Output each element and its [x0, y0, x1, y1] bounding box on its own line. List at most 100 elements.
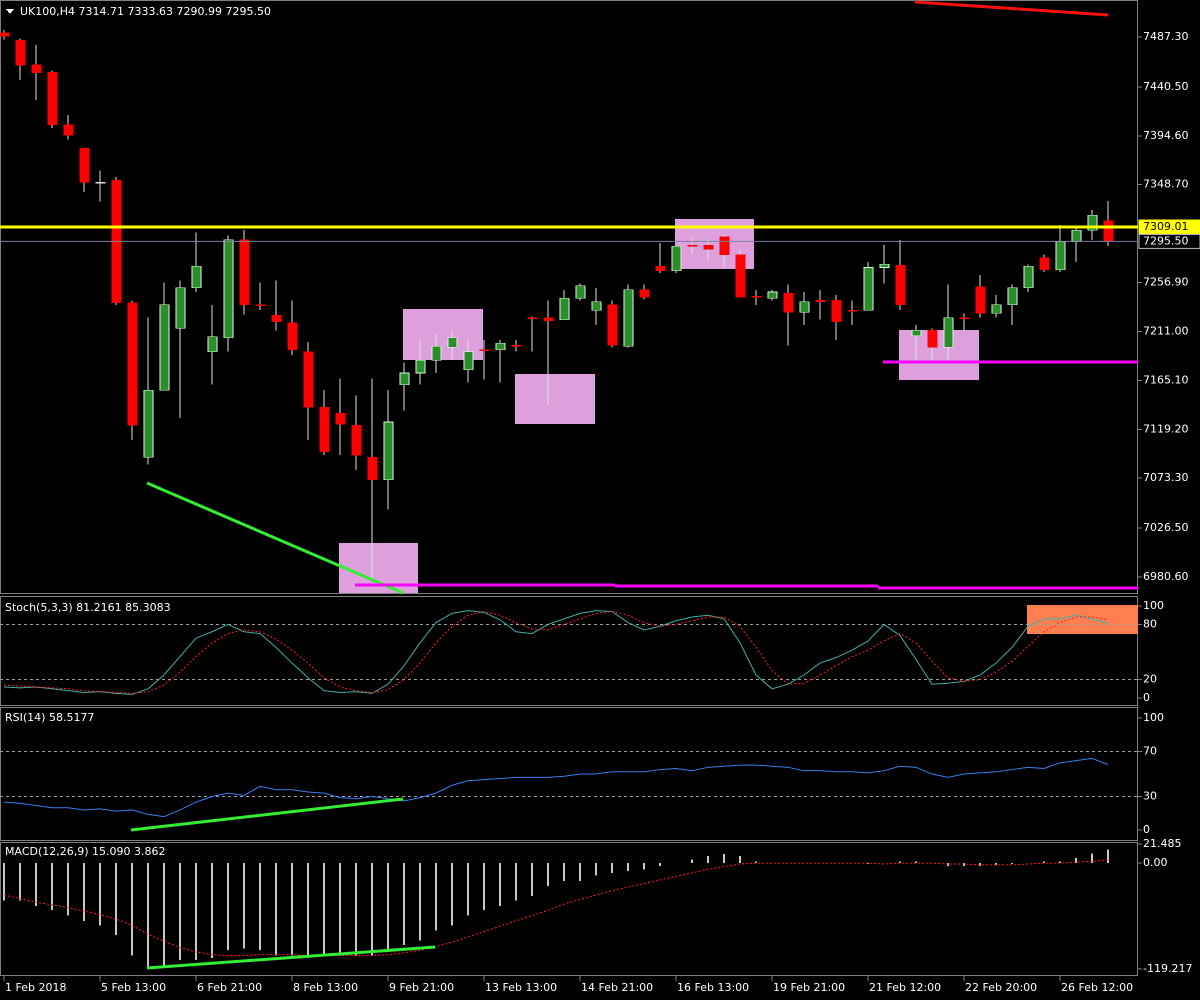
- candle-body: [31, 64, 42, 73]
- zone-box: [899, 330, 979, 380]
- x-tick-label: 8 Feb 13:00: [293, 981, 358, 994]
- y-tick-label: 0.00: [1143, 856, 1168, 869]
- y-tick-label: 7073.30: [1143, 471, 1189, 484]
- candle-body: [783, 292, 794, 313]
- candle-body: [463, 351, 474, 371]
- x-tick-label: 14 Feb 21:00: [581, 981, 653, 994]
- y-tick-label: 20: [1143, 673, 1157, 686]
- candle-body: [447, 337, 458, 348]
- candle-body: [543, 317, 554, 322]
- y-tick-label: 7026.50: [1143, 521, 1189, 534]
- y-tick-label: 30: [1143, 789, 1157, 802]
- x-tick-label: 21 Feb 12:00: [869, 981, 941, 994]
- y-tick-label: 7211.00: [1143, 324, 1189, 337]
- candle-body: [1007, 287, 1018, 306]
- candle-body: [879, 264, 890, 268]
- candle-body: [175, 287, 186, 329]
- y-tick-label: 7440.50: [1143, 80, 1189, 93]
- zone-box: [515, 374, 595, 424]
- candle-body: [319, 406, 330, 453]
- candle-body: [703, 244, 714, 250]
- candle-body: [0, 32, 10, 37]
- candle-body: [815, 300, 826, 302]
- candle-body: [687, 244, 698, 247]
- zone-box: [339, 543, 418, 593]
- candle-body: [255, 304, 266, 307]
- indicator-title: RSI(14) 58.5177: [5, 711, 94, 724]
- candle-body: [1055, 241, 1066, 270]
- y-tick-label: 7165.10: [1143, 373, 1189, 386]
- candle-body: [335, 413, 346, 425]
- candle-body: [959, 317, 970, 319]
- panel-frame: [0, 707, 1138, 841]
- candle-body: [271, 315, 282, 323]
- candle-body: [943, 317, 954, 348]
- candle-body: [159, 304, 170, 391]
- candle-body: [751, 295, 762, 298]
- candle-body: [831, 300, 842, 323]
- candle-body: [479, 349, 490, 351]
- candle-body: [207, 336, 218, 353]
- candle-body: [639, 289, 650, 298]
- indicator-line: [3, 611, 1109, 694]
- menu-arrow[interactable]: [6, 9, 14, 14]
- candle-body: [927, 330, 938, 348]
- candle-body: [863, 267, 874, 311]
- y-tick-label: -119.217: [1143, 962, 1192, 975]
- x-tick-label: 26 Feb 12:00: [1061, 981, 1133, 994]
- candle-body: [15, 40, 26, 66]
- x-tick-label: 5 Feb 13:00: [101, 981, 166, 994]
- x-tick-label: 16 Feb 13:00: [677, 981, 749, 994]
- candle-body: [1071, 229, 1082, 243]
- candle-body: [63, 124, 74, 136]
- x-tick-label: 9 Feb 21:00: [389, 981, 454, 994]
- candle-body: [799, 301, 810, 313]
- y-tick-label: 0: [1143, 823, 1150, 836]
- candle-body: [287, 322, 298, 350]
- candle-body: [143, 389, 154, 458]
- candle-body: [591, 301, 602, 311]
- candle-body: [655, 266, 666, 272]
- y-tick-label: 7394.60: [1143, 129, 1189, 142]
- candle-body: [223, 239, 234, 339]
- y-tick-label: 80: [1143, 617, 1157, 630]
- candle-body: [719, 236, 730, 256]
- candle-body: [607, 304, 618, 346]
- candle-body: [767, 291, 778, 299]
- candle-body: [495, 342, 506, 350]
- panel-frame: [0, 842, 1138, 976]
- candle-body: [431, 346, 442, 361]
- candle-body: [1039, 257, 1050, 270]
- x-tick-label: 13 Feb 13:00: [485, 981, 557, 994]
- candle-body: [47, 72, 58, 125]
- indicator-line: [3, 610, 1109, 695]
- candle-body: [383, 421, 394, 480]
- candle-body: [975, 286, 986, 314]
- candle-body: [127, 302, 138, 426]
- candle-body: [671, 245, 682, 272]
- panel-frame: [0, 0, 1138, 594]
- candle-body: [527, 317, 538, 319]
- chart-title: UK100,H4 7314.71 7333.63 7290.99 7295.50: [20, 5, 271, 18]
- candle-body: [895, 265, 906, 306]
- y-tick-label: 0: [1143, 691, 1150, 704]
- y-tick-label: 100: [1143, 711, 1164, 724]
- y-tick-label: 7348.70: [1143, 178, 1189, 191]
- x-tick-label: 22 Feb 20:00: [965, 981, 1037, 994]
- candle-body: [191, 266, 202, 289]
- candle-body: [991, 304, 1002, 314]
- y-tick-label: 7119.20: [1143, 422, 1189, 435]
- candle-body: [911, 330, 922, 337]
- candle-body: [111, 179, 122, 303]
- candle-body: [79, 147, 90, 183]
- y-tick-label: 7487.30: [1143, 30, 1189, 43]
- indicator-title: MACD(12,26,9) 15.090 3.862: [5, 845, 166, 858]
- x-tick-label: 1 Feb 2018: [5, 981, 66, 994]
- x-tick-label: 6 Feb 21:00: [197, 981, 262, 994]
- x-tick-label: 19 Feb 21:00: [773, 981, 845, 994]
- candle-body: [623, 289, 634, 347]
- candle-body: [95, 181, 106, 184]
